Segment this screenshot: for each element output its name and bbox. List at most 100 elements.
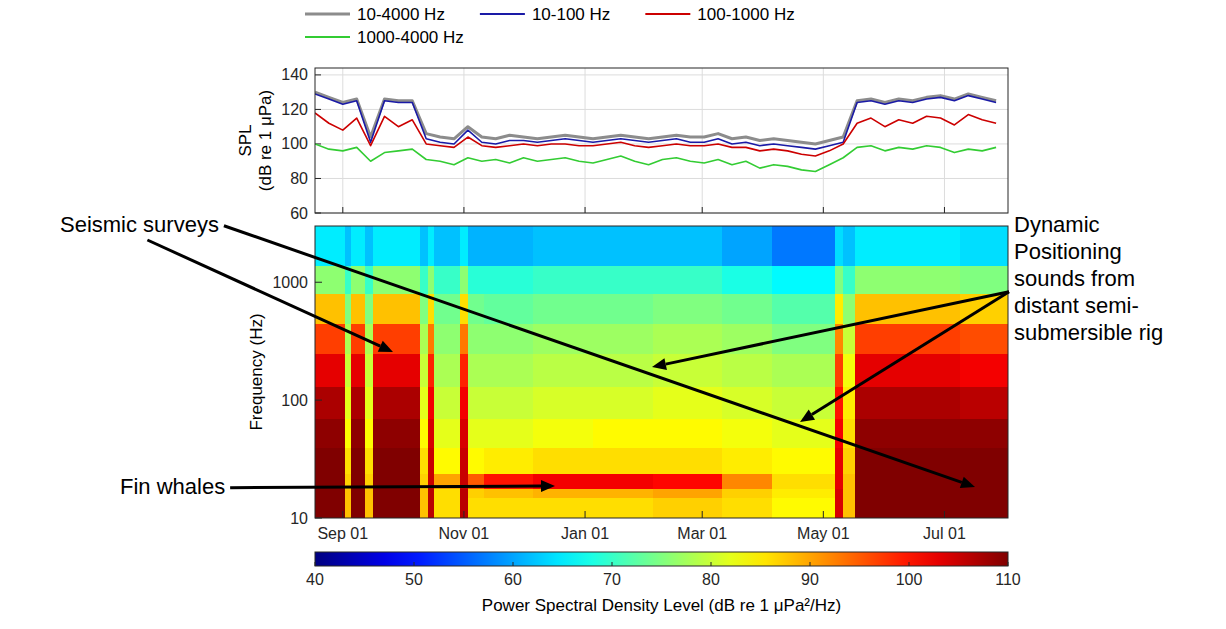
heatmap-cell	[484, 226, 534, 266]
heatmap-cell	[315, 447, 345, 474]
heatmap-cell	[373, 488, 421, 498]
heatmap-cell	[420, 323, 429, 354]
heatmap-cell	[843, 447, 856, 474]
heatmap-cell	[484, 323, 534, 354]
x-tick	[342, 207, 343, 213]
series-line	[315, 144, 996, 172]
y-tick	[315, 109, 321, 110]
annotation-arrow	[230, 486, 541, 488]
y-tick-label: 10	[290, 510, 308, 527]
legend-swatch	[645, 13, 690, 15]
heatmap-cell	[855, 418, 911, 447]
heatmap-cell	[315, 265, 345, 294]
heatmap-cell	[420, 418, 429, 447]
heatmap-cell	[460, 323, 469, 354]
heatmap-cell	[835, 473, 844, 488]
chart-root: 6080100120140SPL(dB re 1 μPa)10-4000 Hz1…	[0, 0, 1226, 629]
heatmap-cell	[420, 497, 429, 518]
heatmap-cell	[468, 497, 484, 518]
heatmap-cell	[373, 294, 421, 324]
heatmap-cell	[855, 497, 911, 518]
heatmap-cell	[911, 353, 961, 387]
colorbar-tick-label: 80	[702, 571, 720, 588]
heatmap-cell	[365, 353, 374, 387]
heatmap-cell	[434, 488, 460, 498]
heatmap-cell	[345, 323, 352, 354]
heatmap-cell	[855, 387, 911, 419]
heatmap-cell	[835, 497, 844, 518]
heatmap-cell	[468, 418, 484, 447]
heatmap-cell	[420, 447, 429, 474]
heatmap-cell	[365, 497, 374, 518]
heatmap-cell	[533, 294, 593, 324]
heatmap-cell	[960, 265, 1008, 294]
heatmap-cell	[843, 265, 856, 294]
heatmap-cell	[468, 447, 484, 474]
heatmap-cell	[351, 353, 366, 387]
heatmap-cell	[434, 447, 460, 474]
heatmap-cell	[960, 323, 1008, 354]
series-group	[315, 92, 996, 171]
y-tick	[315, 400, 322, 401]
heatmap-cell	[460, 226, 469, 266]
heatmap-cell	[345, 497, 352, 518]
heatmap-cell	[428, 418, 435, 447]
heatmap-cell	[533, 265, 593, 294]
legend-label: 100-1000 Hz	[697, 5, 794, 24]
x-tick	[342, 511, 343, 518]
annotation-line: sounds from	[1014, 266, 1135, 291]
x-tick	[823, 511, 824, 518]
heatmap-cell	[365, 265, 374, 294]
heatmap-cell	[420, 488, 429, 498]
heatmap-cell	[468, 265, 484, 294]
colorbar-tick	[315, 562, 316, 566]
heatmap-cell	[911, 447, 961, 474]
heatmap-cell	[434, 294, 460, 324]
heatmap-cell	[468, 294, 484, 324]
x-tick	[585, 207, 586, 213]
annotation-line: submersible rig	[1014, 320, 1163, 345]
colorbar-tick	[711, 562, 712, 566]
heatmap-cell	[420, 353, 429, 387]
y-tick-label: 60	[290, 205, 308, 222]
x-tick	[823, 207, 824, 213]
heatmap-cell	[365, 226, 374, 266]
x-tick	[944, 511, 945, 518]
heatmap-cell	[420, 387, 429, 419]
y-tick-label: 80	[290, 170, 308, 187]
colorbar-tick-label: 40	[306, 571, 324, 588]
grid-line	[944, 68, 945, 213]
heatmap-cell	[911, 265, 961, 294]
y-tick	[315, 74, 321, 75]
heatmap-cell	[960, 473, 1008, 488]
heatmap-cell	[855, 226, 911, 266]
legend-label: 1000-4000 Hz	[357, 28, 464, 47]
annotation-arrow	[666, 292, 1009, 364]
y-tick-label: 120	[281, 101, 308, 118]
heatmap-cell	[593, 418, 653, 447]
x-tick-label: Nov 01	[439, 525, 490, 542]
annotation-arrow	[224, 226, 962, 483]
heatmap-cell	[420, 265, 429, 294]
colorbar-tick-label: 70	[603, 571, 621, 588]
x-tick	[944, 207, 945, 213]
axis-title: Frequency (Hz)	[247, 313, 266, 430]
heatmap-cell	[772, 353, 836, 387]
x-tick-label: Sep 01	[317, 525, 368, 542]
heatmap-cell	[593, 265, 653, 294]
heatmap-cell	[772, 294, 836, 324]
heatmap-cell	[960, 226, 1008, 266]
x-tick	[702, 511, 703, 518]
legend-label: 10-4000 Hz	[357, 5, 445, 24]
x-tick-label: Jul 01	[923, 525, 966, 542]
heatmap-cell	[428, 353, 435, 387]
heatmap-cell	[434, 353, 460, 387]
heatmap-cell	[345, 294, 352, 324]
heatmap-cell	[593, 497, 653, 518]
y-tick	[315, 282, 322, 283]
plot-background	[315, 68, 1008, 213]
annotation-line: Dynamic	[1014, 212, 1100, 237]
annotation-arrow	[147, 240, 380, 346]
heatmap-cell	[351, 447, 366, 474]
heatmap-cell	[653, 473, 723, 488]
